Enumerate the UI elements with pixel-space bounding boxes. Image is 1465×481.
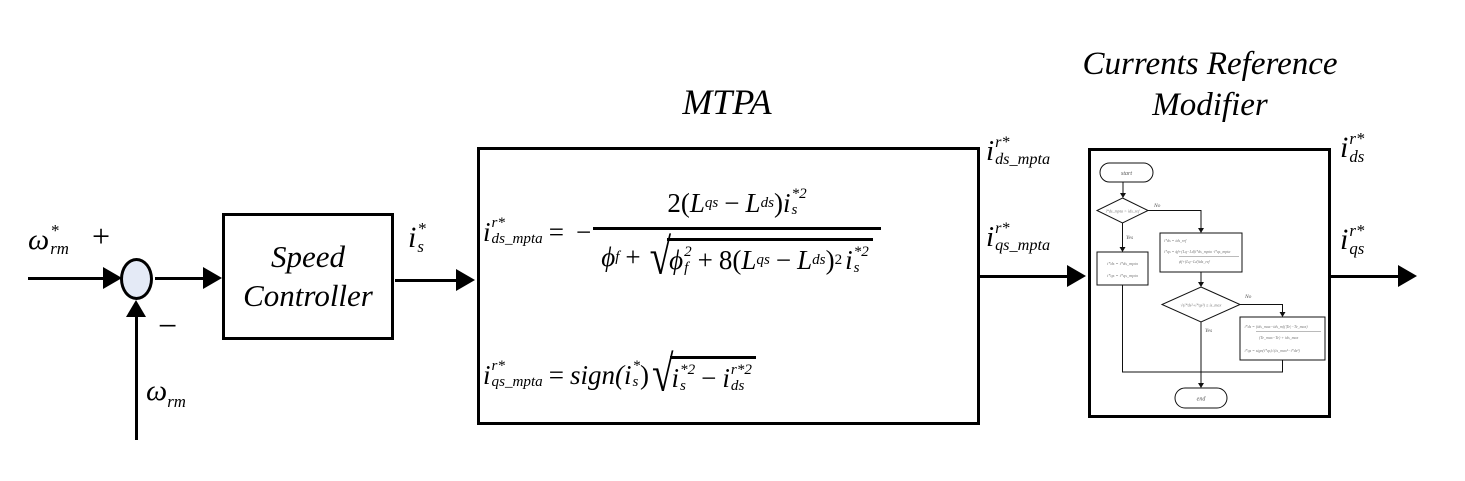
output-arrowhead-icon xyxy=(1398,265,1417,287)
flowchart-limit-line1: i*ds = (ids_max−ids_m)(|Te|−Te_max) xyxy=(1245,324,1309,329)
crm-title: Currents Reference Modifier xyxy=(1055,44,1365,127)
flowchart-yes1-label: Yes xyxy=(1126,235,1133,241)
flowchart-assign-mpta-box xyxy=(1096,251,1149,286)
flowchart-end-label: end xyxy=(1197,397,1207,403)
output-signal-line xyxy=(1330,275,1400,278)
flowchart-limit-box xyxy=(1239,316,1326,361)
flowchart-end-node xyxy=(1174,387,1228,409)
flowchart-yes2-label: Yes xyxy=(1205,328,1212,334)
plus-sign: + xyxy=(92,218,111,254)
sc-to-mtpa-arrowhead-icon xyxy=(456,269,475,291)
flowchart-assign-mpta-line2: i*qs = i*qs_mpta xyxy=(1107,273,1139,278)
flowchart-assign-ref-line1: i*ds = ids_ref xyxy=(1164,238,1187,243)
summing-junction xyxy=(120,258,153,300)
error-signal-line xyxy=(155,277,205,280)
crm-block: start i*ds_mpta > ids_ref No Yes i*ds = … xyxy=(1088,148,1331,418)
flowchart-assign-ref-line2: i*qs = ϕf+(Lq−Ld)i*ds_mpta ·i*qs_mpta xyxy=(1164,249,1230,254)
mtpa-to-crm-arrowhead-icon xyxy=(1067,265,1086,287)
mtpa-block xyxy=(477,147,980,425)
flowchart-arrowhead-icons xyxy=(1119,193,1286,388)
speed-controller-label-line2: Controller xyxy=(243,277,373,313)
flowchart-limit-line2: (Te_max−Te) + ids_max xyxy=(1259,335,1299,340)
flowchart-decision2 xyxy=(1160,286,1242,323)
input-arrowhead-icon xyxy=(103,267,122,289)
flowchart-no2-label: No xyxy=(1244,294,1252,300)
feedback-arrowhead-icon xyxy=(126,300,146,317)
flowchart-limit-line3: i*qs = sign(i*qs)√(is_max²−i*ds²) xyxy=(1245,348,1301,353)
ids-mpta-label: i r* ds_mpta xyxy=(986,133,1051,169)
sc-to-mtpa-line xyxy=(395,279,457,282)
mtpa-to-crm-line xyxy=(979,275,1069,278)
flowchart-assign-mpta-line1: i*ds = i*ds_mpta xyxy=(1107,261,1139,266)
crm-title-line1: Currents Reference xyxy=(1082,46,1338,82)
speed-controller-block: Speed Controller xyxy=(222,213,394,340)
mtpa-equation-iqs: i r* qs_mpta = sign( i * s ) √ i *2 s − i r*2 ds xyxy=(483,340,756,410)
input-signal-line xyxy=(28,277,106,280)
crm-flowchart: start i*ds_mpta > ids_ref No Yes i*ds = … xyxy=(1095,162,1326,409)
mtpa-title: MTPA xyxy=(682,82,772,122)
error-arrowhead-icon xyxy=(203,267,222,289)
flowchart-start-label: start xyxy=(1121,171,1132,177)
flowchart-assign-ref-line3: ϕf+(Lq−Ld)ids_ref xyxy=(1179,259,1211,264)
feedback-line xyxy=(135,315,138,440)
speed-reference-label: ω * rm xyxy=(28,221,69,258)
flowchart-decision2-label: √(i*ds²+i*qs²) ≤ is_max xyxy=(1181,303,1222,308)
ids-output-label: i r* ds xyxy=(1340,129,1365,166)
iqs-output-label: i r* qs xyxy=(1340,221,1365,258)
flowchart-no1-label: No xyxy=(1153,203,1161,209)
speed-controller-label-line1: Speed xyxy=(270,238,346,274)
iqs-mpta-label: i r* qs_mpta xyxy=(986,219,1051,255)
flowchart-decision1-label: i*ds_mpta > ids_ref xyxy=(1106,209,1141,214)
speed-feedback-label: ωrm xyxy=(146,374,186,411)
flowchart-start-node xyxy=(1099,162,1154,183)
flowchart-decision1 xyxy=(1095,197,1150,224)
flowchart-assign-ref-box xyxy=(1159,232,1243,273)
minus-sign: − xyxy=(158,308,178,345)
current-reference-label: i * s xyxy=(408,219,426,256)
crm-title-line2: Modifier xyxy=(1152,87,1268,124)
